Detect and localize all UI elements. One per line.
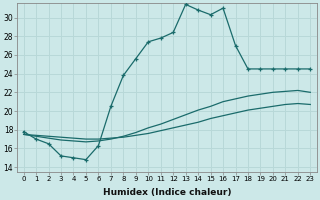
X-axis label: Humidex (Indice chaleur): Humidex (Indice chaleur) [103, 188, 231, 197]
